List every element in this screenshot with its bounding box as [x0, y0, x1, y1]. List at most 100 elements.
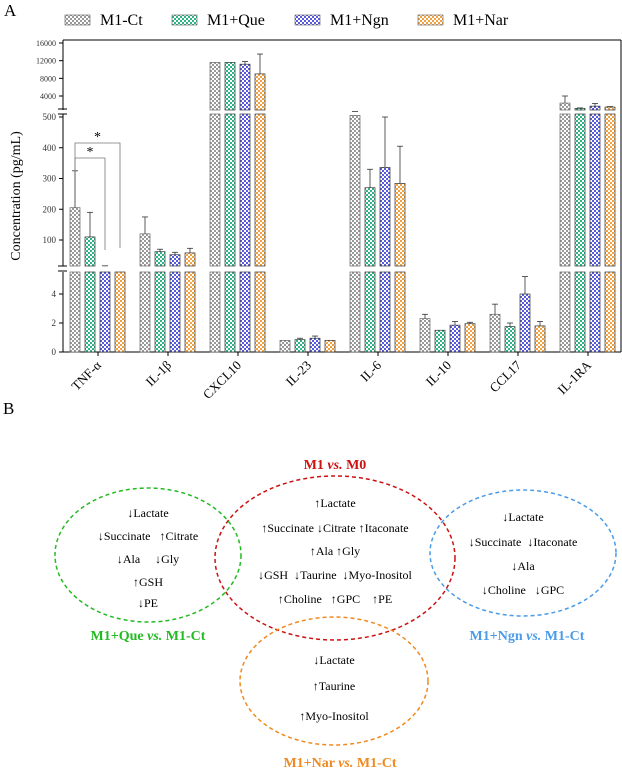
venn-metabolite-line: ↓PE: [138, 596, 158, 610]
x-tick-label: IL-10: [423, 358, 455, 390]
bar-m1-nar: [254, 271, 266, 353]
venn-title-part: M1-Ct: [541, 629, 584, 644]
y-tick-label: 200: [43, 204, 57, 214]
bar-m1-ct: [559, 271, 571, 353]
x-tick-label: IL-1β: [143, 357, 175, 389]
legend-swatch-1: [171, 14, 198, 26]
bar-m1-ct: [279, 340, 291, 353]
significance-bracket: [74, 142, 121, 248]
y-tick-label: 16000: [36, 39, 56, 48]
venn-group-green: M1+Que vs. M1-Ct ↓Lactate ↓Succinate ↑Citr…: [54, 487, 242, 644]
venn-ellipse-red: [214, 475, 456, 641]
x-tick-label: IL-6: [357, 357, 384, 384]
x-tick-label: IL-1RA: [554, 357, 594, 397]
venn-title-part: vs.: [338, 756, 353, 771]
bar-m1-que: [434, 329, 446, 353]
venn-title-blue: M1+Ngn vs. M1-Ct: [470, 629, 585, 644]
bar-m1-que: [224, 271, 236, 353]
y-tick-label: 4: [52, 289, 57, 299]
y-tick-label: 300: [43, 174, 57, 184]
bar-m1-que: [154, 251, 166, 267]
x-tick-label: IL-23: [283, 358, 315, 390]
venn-title-part: M1-Ct: [353, 756, 396, 771]
bar-m1-que: [504, 326, 516, 353]
venn-metabolite-line: ↑Choline ↑GPC ↑PE: [278, 592, 392, 606]
bar-m1-ngn: [239, 63, 251, 111]
venn-title-red: M1 vs. M0: [304, 458, 367, 473]
bar-m1-ct: [209, 113, 221, 267]
bar-m1-ct: [139, 271, 151, 353]
bar-m1-ct: [349, 115, 361, 267]
venn-title-part: M1-Ct: [162, 629, 205, 644]
bar-m1-nar: [394, 271, 406, 353]
bar-m1-ct: [69, 207, 81, 267]
bar-m1-que: [364, 187, 376, 267]
bar-m1-ngn: [239, 271, 251, 353]
bar-m1-ct: [139, 233, 151, 267]
bar-m1-que: [574, 113, 586, 267]
legend-swatch-0: [64, 14, 91, 26]
venn-metabolite-line: ↓Succinate ↑Citrate: [98, 529, 198, 543]
bar-m1-ngn: [239, 113, 251, 267]
x-tick-label: TNF-α: [68, 357, 104, 393]
venn-metabolite-line: ↑Ala ↑Gly: [310, 544, 360, 558]
bar-m1-ngn: [169, 271, 181, 353]
venn-title-part: vs.: [147, 629, 162, 644]
bar-m1-nar: [604, 113, 616, 267]
bar-m1-ngn: [169, 254, 181, 267]
legend-label: M1+Que: [207, 12, 265, 29]
bar-m1-ngn: [379, 167, 391, 267]
y-tick-label: 0: [52, 347, 57, 357]
y-tick-label: 500: [43, 112, 57, 122]
bar-m1-ct: [559, 102, 571, 111]
venn-group-orange: M1+Nar vs. M1-Ct ↓Lactate ↑Taurine ↑Myo-Ino…: [239, 616, 429, 771]
bar-m1-ct: [209, 62, 221, 111]
bar-m1-nar: [324, 340, 336, 353]
x-tick-label: CCL17: [486, 357, 524, 395]
bar-m1-ct: [349, 271, 361, 353]
bar-m1-nar: [394, 183, 406, 267]
bar-m1-ct: [559, 113, 571, 267]
bar-m1-nar: [464, 323, 476, 353]
y-tick-label: 100: [43, 235, 57, 245]
venn-metabolite-line: ↓Ala: [511, 559, 535, 573]
bar-m1-ngn: [589, 105, 601, 111]
x-tick-label: CXCL10: [200, 358, 244, 402]
bar-m1-nar: [114, 271, 126, 353]
bar-m1-nar: [534, 325, 546, 353]
venn-metabolite-line: ↑Myo-Inositol: [299, 709, 369, 723]
venn-metabolite-line: ↓Ala ↓Gly: [117, 552, 179, 566]
legend: M1-Ct M1+Que M1+Ngn M1+Nar: [64, 12, 509, 29]
venn-metabolite-line: ↓Lactate: [313, 653, 354, 667]
venn-metabolite-line: ↓Lactate: [502, 510, 543, 524]
bar-m1-ngn: [379, 271, 391, 353]
venn-title-orange: M1+Nar vs. M1-Ct: [283, 756, 396, 771]
venn-title-part: M1+Que: [91, 629, 148, 644]
y-tick-label: 12000: [36, 57, 56, 66]
bar-m1-nar: [604, 271, 616, 353]
significance-asterisk: *: [87, 145, 94, 160]
bar-m1-que: [224, 62, 236, 111]
bar-m1-nar: [184, 252, 196, 267]
bar-m1-ct: [69, 271, 81, 353]
bar-m1-que: [84, 236, 96, 267]
venn-title-green: M1+Que vs. M1-Ct: [91, 629, 206, 644]
venn-title-part: M1+Ngn: [470, 629, 527, 644]
bar-m1-ngn: [309, 337, 321, 353]
bar-m1-nar: [184, 271, 196, 353]
venn-title-part: vs.: [526, 629, 541, 644]
legend-label: M1+Ngn: [330, 12, 389, 29]
venn-title-part: M1+Nar: [283, 756, 338, 771]
bar-m1-nar: [254, 73, 266, 111]
bar-m1-que: [84, 271, 96, 353]
bar-m1-ngn: [519, 293, 531, 353]
venn-metabolite-line: ↓Succinate ↓Itaconate: [469, 535, 578, 549]
bar-m1-que: [224, 113, 236, 267]
venn-title-part: M0: [343, 458, 367, 473]
bar-m1-que: [574, 108, 586, 111]
bar-chart: 0 2 4 100 200 300 400 500 4000 8000 12000 16000 Conc…: [9, 39, 622, 402]
bar-m1-que: [294, 339, 306, 353]
bar-m1-ngn: [449, 324, 461, 353]
y-tick-label: 8000: [40, 74, 56, 83]
